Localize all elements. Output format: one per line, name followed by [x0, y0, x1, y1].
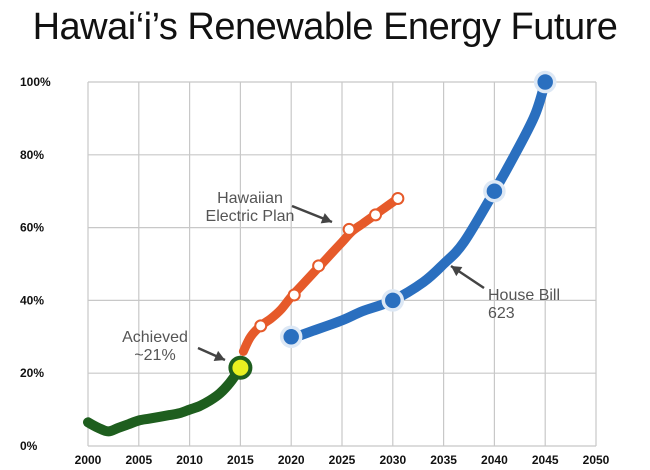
house-bill-623-point — [279, 325, 303, 349]
achieved-line — [83, 362, 246, 437]
house-bill-623-point — [483, 179, 506, 203]
x-tick-label: 2025 — [329, 453, 356, 467]
y-tick-label: 80% — [20, 148, 44, 162]
annotation-21-percent: ~21% — [134, 347, 175, 364]
x-tick-label: 2005 — [125, 453, 152, 467]
annotation-623: 623 — [488, 305, 515, 322]
annotation-arrows — [197, 204, 485, 362]
y-tick-label: 60% — [20, 221, 44, 235]
y-tick-label: 40% — [20, 293, 44, 307]
x-tick-label: 2015 — [227, 453, 254, 467]
plan-arrow-head — [320, 213, 332, 224]
y-tick-label: 100% — [20, 75, 51, 89]
annotation-house-bill: House Bill — [488, 287, 560, 304]
x-axis-ticks: 2000 2005 2010 2015 2020 2025 2030 2035 2040 2045… — [75, 453, 610, 467]
achieved-point — [228, 355, 253, 380]
achieved-arrow-head — [213, 350, 225, 361]
hawaiian-electric-plan-point — [342, 222, 356, 236]
x-tick-label: 2050 — [583, 453, 610, 467]
hawaiian-electric-plan-point — [287, 288, 301, 302]
x-tick-label: 2045 — [532, 453, 559, 467]
house-bill-623-point — [533, 70, 557, 94]
y-tick-label: 0% — [20, 439, 38, 453]
x-tick-label: 2035 — [430, 453, 457, 467]
house-bill-623-point — [381, 289, 405, 312]
y-tick-label: 20% — [20, 366, 44, 380]
x-tick-label: 2000 — [75, 453, 102, 467]
chart-title: Hawai‘i’s Renewable Energy Future — [32, 6, 618, 48]
house-bill-arrow-head — [451, 266, 463, 277]
house-bill-623-line — [286, 77, 551, 344]
x-tick-label: 2030 — [379, 453, 406, 467]
x-tick-label: 2020 — [278, 453, 305, 467]
data-markers — [228, 70, 557, 380]
x-tick-label: 2040 — [481, 453, 508, 467]
hawaiian-electric-plan-point — [391, 191, 405, 205]
hawaiian-electric-plan-point — [312, 259, 326, 273]
annotation-achieved: Achieved — [122, 329, 188, 346]
annotation-hawaiian: Hawaiian — [217, 190, 283, 207]
y-axis-ticks: 0% 20% 40% 60% 80% 100% — [20, 75, 51, 453]
x-tick-label: 2010 — [176, 453, 203, 467]
hawaiian-electric-plan-point — [369, 208, 383, 222]
annotation-electric-plan: Electric Plan — [206, 208, 295, 225]
hawaiian-electric-plan-point — [254, 319, 268, 333]
